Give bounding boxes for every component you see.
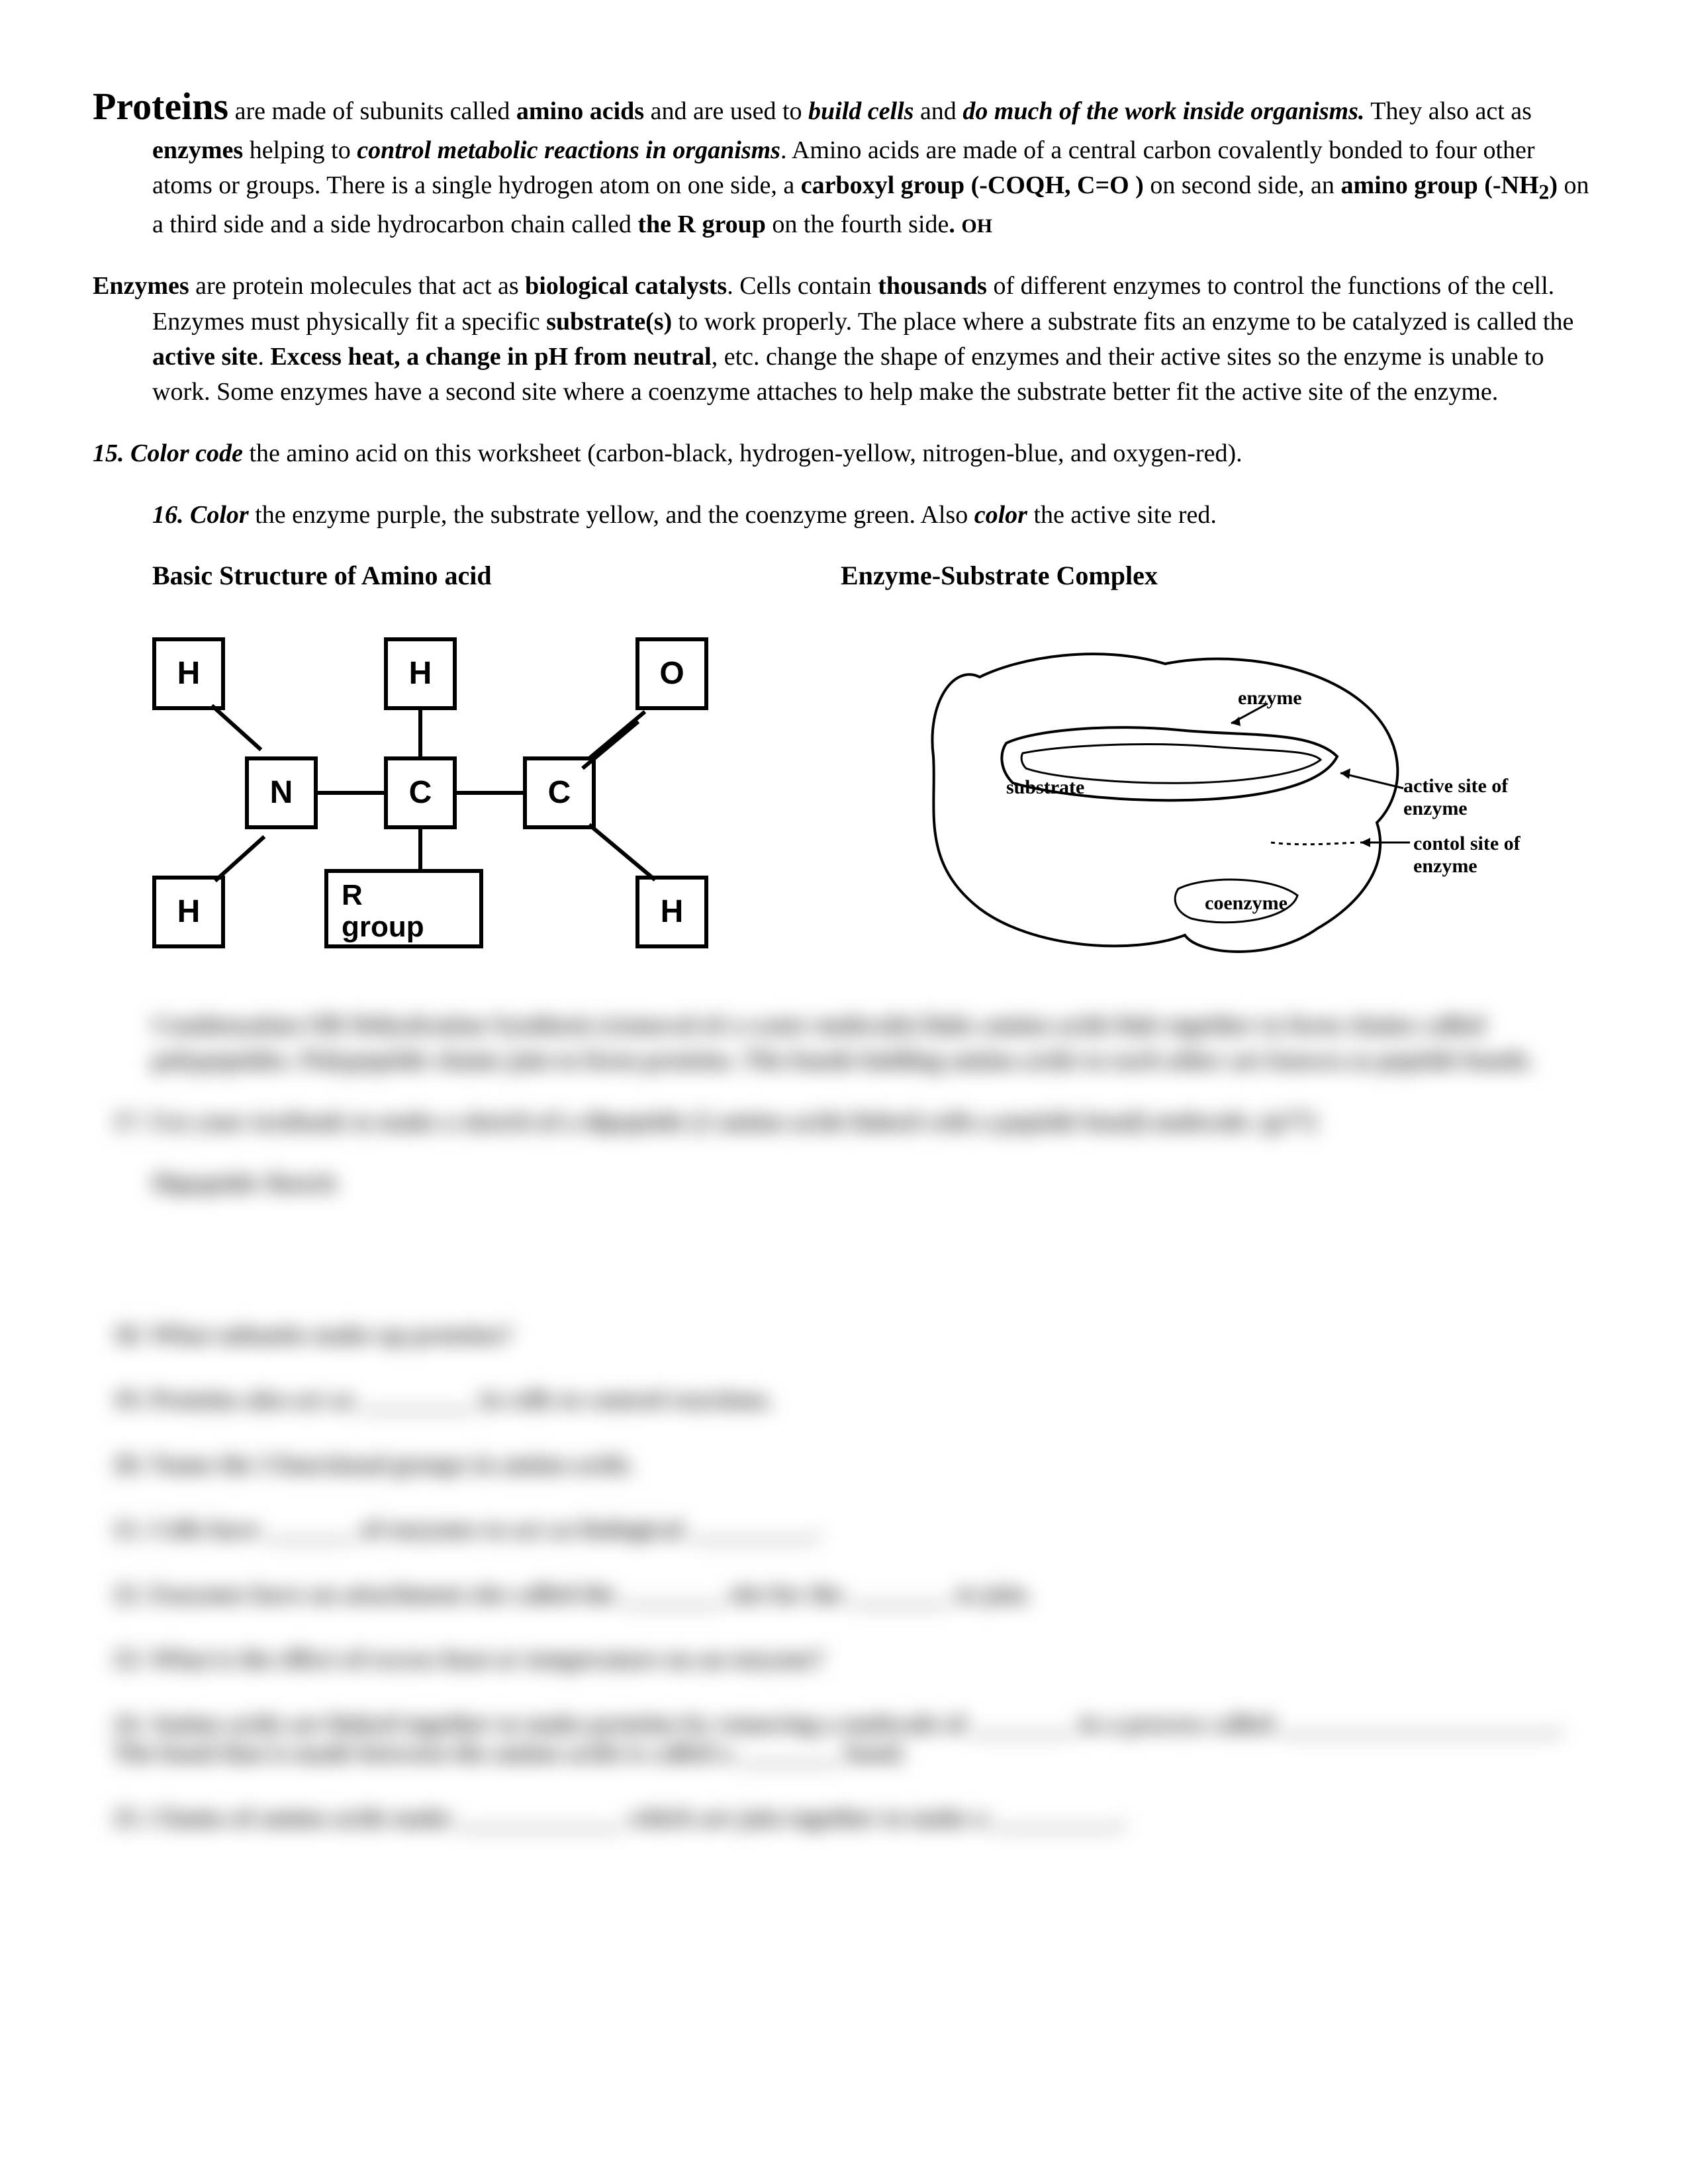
- text: color: [974, 501, 1027, 529]
- text: are protein molecules that act as: [189, 272, 526, 300]
- bond: [418, 829, 422, 869]
- question-19: 19. Proteins also act as _________ in ce…: [113, 1385, 1595, 1414]
- enzyme-diagram-title: Enzyme-Substrate Complex: [841, 560, 1503, 591]
- enzymes-paragraph: Enzymes are protein molecules that act a…: [93, 269, 1595, 410]
- text: Excess heat, a change in pH from neutral: [270, 343, 711, 371]
- enzyme-substrate-diagram: enzyme substrate active site of enzyme c…: [900, 624, 1595, 968]
- text: build cells: [808, 97, 920, 125]
- q16-num: 16. Color: [152, 501, 249, 529]
- label-coenzyme: coenzyme: [1205, 892, 1288, 915]
- atom-H: H: [152, 876, 225, 948]
- atom-C: C: [384, 756, 457, 829]
- text: and are used to: [644, 97, 808, 125]
- q15-num: 15. Color code: [93, 439, 243, 467]
- text: OH: [961, 215, 992, 237]
- atom-H: H: [152, 637, 225, 710]
- text: and: [920, 97, 962, 125]
- label-enzyme: enzyme: [1238, 687, 1302, 709]
- bond: [211, 704, 262, 751]
- question-25: 25. Chains of amino acids make _________…: [113, 1803, 1595, 1833]
- label-control-site: contol site of enzyme: [1413, 833, 1562, 878]
- text: substrate(s): [546, 308, 672, 336]
- question-23: 23. What is the effect of excess heat or…: [113, 1645, 1595, 1674]
- atom-O: O: [635, 637, 708, 710]
- r-group-label: R group: [342, 880, 466, 944]
- text: ): [1549, 171, 1558, 199]
- question-18: 18. What subunits make up proteins?: [113, 1320, 1595, 1349]
- text: the active site red.: [1027, 501, 1217, 529]
- amino-diagram-title: Basic Structure of Amino acid: [152, 560, 761, 591]
- text: .: [258, 343, 270, 371]
- question-16: 16. Color the enzyme purple, the substra…: [152, 498, 1595, 533]
- text: control metabolic reactions in organisms: [357, 136, 780, 164]
- text: Enzymes: [93, 272, 189, 300]
- atom-N: N: [245, 756, 318, 829]
- bond: [318, 791, 384, 795]
- question-24: 24. Amino acids are linked together to m…: [113, 1709, 1595, 1768]
- text: .: [949, 210, 961, 238]
- text: They also act as: [1364, 97, 1532, 125]
- text: . Cells contain: [727, 272, 878, 300]
- question-20: 20. Name the 3 functional groups in amin…: [113, 1450, 1595, 1479]
- text: the R group: [637, 210, 766, 238]
- text: active site: [152, 343, 258, 371]
- text: are made of subunits called: [228, 97, 516, 125]
- question-21: 21. Cells have _______ of enzymes to act…: [113, 1515, 1595, 1544]
- diagrams-row: H H O N C C H R group H: [126, 624, 1595, 968]
- worksheet-page: Proteins are made of subunits called ami…: [0, 0, 1688, 2184]
- bond: [457, 791, 523, 795]
- bond: [588, 710, 646, 760]
- label-active-site: active site of enzyme: [1403, 775, 1562, 820]
- text: helping to: [243, 136, 357, 164]
- text: the enzyme purple, the substrate yellow,…: [249, 501, 974, 529]
- label-substrate: substrate: [1006, 776, 1084, 799]
- text: 2: [1539, 181, 1550, 204]
- r-group-box: R group: [324, 869, 483, 948]
- text: amino group (-NH: [1340, 171, 1538, 199]
- blurred-paragraph: Condensation OR Dehydration Synthesis (r…: [152, 1008, 1595, 1078]
- text: do much of the work inside organisms.: [962, 97, 1364, 125]
- proteins-title: Proteins: [93, 85, 228, 128]
- question-15: 15. Color code the amino acid on this wo…: [93, 436, 1595, 471]
- bond: [588, 823, 656, 881]
- text: enzymes: [152, 136, 243, 164]
- text: on the fourth side: [766, 210, 949, 238]
- text: amino acids: [516, 97, 644, 125]
- text: to work properly. The place where a subs…: [672, 308, 1573, 336]
- bond: [214, 835, 265, 882]
- bond: [581, 720, 639, 770]
- text: on second side, an: [1144, 171, 1341, 199]
- question-22: 22. Enzymes have an attachment site call…: [113, 1580, 1595, 1609]
- proteins-paragraph: Proteins are made of subunits called ami…: [93, 79, 1595, 242]
- bond: [418, 710, 422, 756]
- blurred-content: Condensation OR Dehydration Synthesis (r…: [152, 1008, 1595, 1833]
- text: biological catalysts: [525, 272, 727, 300]
- dipeptide-sketch-label: Dipeptide Sketch: [152, 1166, 1595, 1201]
- text: carboxyl group (-COQH, C=O ): [801, 171, 1144, 199]
- q15-rest: the amino acid on this worksheet (carbon…: [243, 439, 1243, 467]
- amino-acid-diagram: H H O N C C H R group H: [126, 624, 821, 968]
- text: thousands: [878, 272, 987, 300]
- question-17: 17. Use your textbook to make a sketch o…: [113, 1105, 1595, 1140]
- atom-H: H: [635, 876, 708, 948]
- atom-H: H: [384, 637, 457, 710]
